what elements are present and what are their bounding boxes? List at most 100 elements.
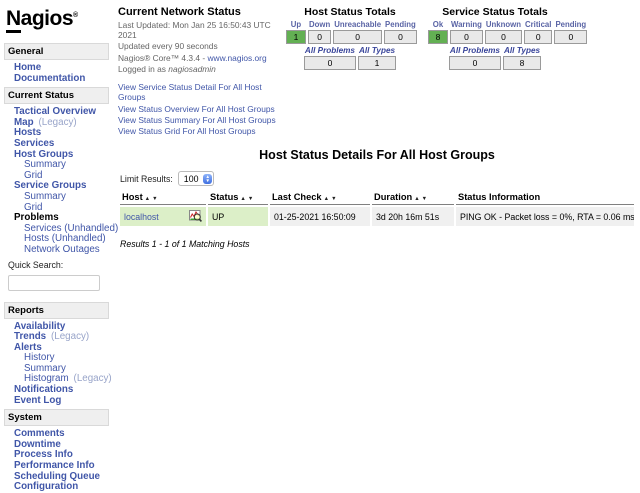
totals-cell-ok: 8 [428, 30, 448, 44]
sort-descending-icon[interactable]: ▼ [247, 196, 254, 203]
totals-count-all-types[interactable]: 8 [502, 56, 542, 70]
totals-label-row: All Problems All Types [449, 46, 541, 55]
sidebar-section-system: System [4, 409, 109, 427]
totals-grid: Up Down Unreachable Pending 1 0 0 0 [284, 19, 419, 45]
sidebar-item-services[interactable]: Services [14, 137, 55, 149]
legacy-label: (Legacy) [46, 331, 90, 343]
totals-label-pending: Pending [385, 20, 416, 29]
sidebar-item-availability[interactable]: Availability [14, 320, 66, 332]
column-header-last-check: Last Check ▲ ▼ [270, 191, 370, 206]
sidebar-item-hosts[interactable]: Hosts [14, 127, 42, 139]
sort-ascending-icon[interactable]: ▲ [323, 196, 330, 203]
sidebar-item-hosts-unhandled[interactable]: Hosts (Unhandled) [24, 233, 106, 245]
view-link-view-status-overview-for-all-host-groups[interactable]: View Status Overview For All Host Groups [118, 103, 275, 114]
sort-ascending-icon[interactable]: ▲ [414, 196, 420, 203]
sort-descending-icon[interactable]: ▼ [421, 196, 428, 203]
totals-count-unreachable[interactable]: 0 [333, 30, 383, 44]
logged-in-text: Logged in as nagiosadmin [118, 64, 284, 74]
sidebar-item-alerts[interactable]: Alerts [14, 341, 42, 353]
sidebar-item-history[interactable]: History [24, 352, 55, 364]
sidebar-item-tactical-overview[interactable]: Tactical Overview [14, 106, 97, 118]
totals-cell-warning: 0 [450, 30, 483, 44]
totals-cell-unreachable: 0 [333, 30, 383, 44]
totals-label-down: Down [309, 20, 331, 29]
sidebar-item-network-outages[interactable]: Network Outages [24, 243, 100, 255]
network-status-title: Current Network Status [118, 6, 241, 18]
sort-ascending-icon[interactable]: ▲ [144, 196, 151, 203]
page-title: Host Status Details For All Host Groups [259, 148, 495, 163]
sort-descending-icon[interactable]: ▼ [331, 196, 337, 203]
column-header-status-information: Status Information [456, 191, 634, 206]
sidebar-item-scheduling-queue[interactable]: Scheduling Queue [14, 470, 101, 482]
totals-cell-pending: 0 [554, 30, 588, 44]
sidebar-item-performance-info[interactable]: Performance Info [14, 460, 95, 472]
sidebar-item-service-groups[interactable]: Service Groups [14, 180, 87, 192]
sidebar-item-comments[interactable]: Comments [14, 428, 65, 440]
nagios-org-link[interactable]: www.nagios.org [207, 52, 267, 63]
sidebar-item-configuration[interactable]: Configuration [14, 481, 79, 493]
totals-cell-pending: 0 [384, 30, 417, 44]
sidebar-item-host-groups[interactable]: Host Groups [14, 148, 74, 160]
view-link-view-status-grid-for-all-host-groups[interactable]: View Status Grid For All Host Groups [118, 125, 256, 136]
column-header-host: Host ▲ ▼ [120, 191, 206, 206]
host-cell: localhost [120, 207, 206, 227]
host-status-totals: Host Status Totals Up Down Unreachable Pend… [284, 6, 419, 71]
version-text: Nagios® Core™ 4.3.4 - www.nagios.org [118, 53, 284, 63]
totals-count-all-problems[interactable]: 0 [303, 56, 356, 70]
sidebar-item-home[interactable]: Home [14, 62, 42, 73]
last-check-cell: 01-25-2021 16:50:09 [270, 207, 370, 227]
totals-count-all-types[interactable]: 1 [357, 56, 397, 70]
totals-cell-all-types: 1 [357, 56, 397, 70]
totals-grid: All Problems All Types 0 8 [447, 45, 543, 71]
sort-descending-icon[interactable]: ▼ [152, 196, 158, 203]
view-links: View Service Status Detail For All Host … [118, 82, 284, 136]
logo-rest: agios [20, 7, 74, 30]
host-extinfo-icon[interactable] [189, 209, 202, 224]
totals-count-down[interactable]: 0 [308, 30, 332, 44]
sidebar-item-histogram[interactable]: Histogram (Legacy) [24, 373, 112, 385]
totals-label-up: Up [290, 20, 302, 29]
quick-search-input[interactable] [8, 274, 100, 291]
totals-count-all-problems[interactable]: 0 [448, 56, 501, 70]
logo-initial: N [6, 7, 21, 33]
sidebar-section-reports: Reports [4, 301, 109, 319]
host-status-table: Host ▲ ▼ Status ▲ ▼ Last Check ▲ ▼ Duration ▲ ▼ Stat… [118, 189, 636, 228]
sidebar-item-services-unhandled[interactable]: Services (Unhandled) [24, 222, 119, 234]
totals-count-pending[interactable]: 0 [554, 30, 588, 44]
totals-count-critical[interactable]: 0 [524, 30, 553, 44]
sort-ascending-icon[interactable]: ▲ [240, 196, 246, 203]
totals-label-all-types: All Types [503, 46, 541, 55]
logged-in-user: nagiosadmin [168, 64, 216, 75]
limit-results-row: Limit Results: 100 ▲ ▼ [120, 171, 636, 187]
network-status-panel: Current Network Status Last Updated: Mon… [118, 6, 284, 137]
nagios-logo[interactable]: Nagios® [6, 7, 78, 33]
limit-results-select[interactable]: 100 ▲ ▼ [177, 171, 214, 187]
totals-cell-up: 1 [286, 30, 306, 44]
totals-label-critical: Critical [525, 20, 552, 29]
sidebar-item-map[interactable]: Map (Legacy) [14, 116, 77, 128]
sidebar-item-summary[interactable]: Summary [24, 362, 66, 374]
view-link-view-service-status-detail-for-all-host-groups[interactable]: View Service Status Detail For All Host … [118, 82, 262, 103]
sidebar-item-grid[interactable]: Grid [24, 201, 43, 213]
totals-count-unknown[interactable]: 0 [484, 30, 522, 44]
totals-count-warning[interactable]: 0 [450, 30, 483, 44]
host-totals-summary: All Problems All Types 0 1 [284, 45, 416, 71]
totals-count-ok[interactable]: 8 [428, 30, 448, 44]
sidebar-item-notifications[interactable]: Notifications [14, 384, 74, 396]
host-link[interactable]: localhost [124, 211, 159, 222]
sidebar-item-process-info[interactable]: Process Info [14, 449, 73, 461]
sidebar-item-documentation[interactable]: Documentation [14, 72, 86, 84]
totals-count-pending[interactable]: 0 [384, 30, 417, 44]
sidebar-item-trends[interactable]: Trends (Legacy) [14, 331, 90, 343]
sidebar-item-grid[interactable]: Grid [24, 169, 43, 181]
version-prefix: Nagios® Core™ 4.3.4 - [118, 52, 208, 63]
totals-count-up[interactable]: 1 [286, 30, 306, 44]
view-link-view-status-summary-for-all-host-groups[interactable]: View Status Summary For All Host Groups [118, 114, 276, 125]
host-cell-content: localhost [124, 209, 202, 224]
sidebar-item-downtime[interactable]: Downtime [14, 438, 61, 450]
sidebar-item-event-log[interactable]: Event Log [14, 394, 62, 406]
sidebar-item-summary[interactable]: Summary [24, 159, 66, 171]
totals-cell-all-problems: 0 [303, 56, 356, 70]
totals-label-all-problems: All Problems [449, 46, 500, 55]
sidebar-item-summary[interactable]: Summary [24, 190, 66, 202]
